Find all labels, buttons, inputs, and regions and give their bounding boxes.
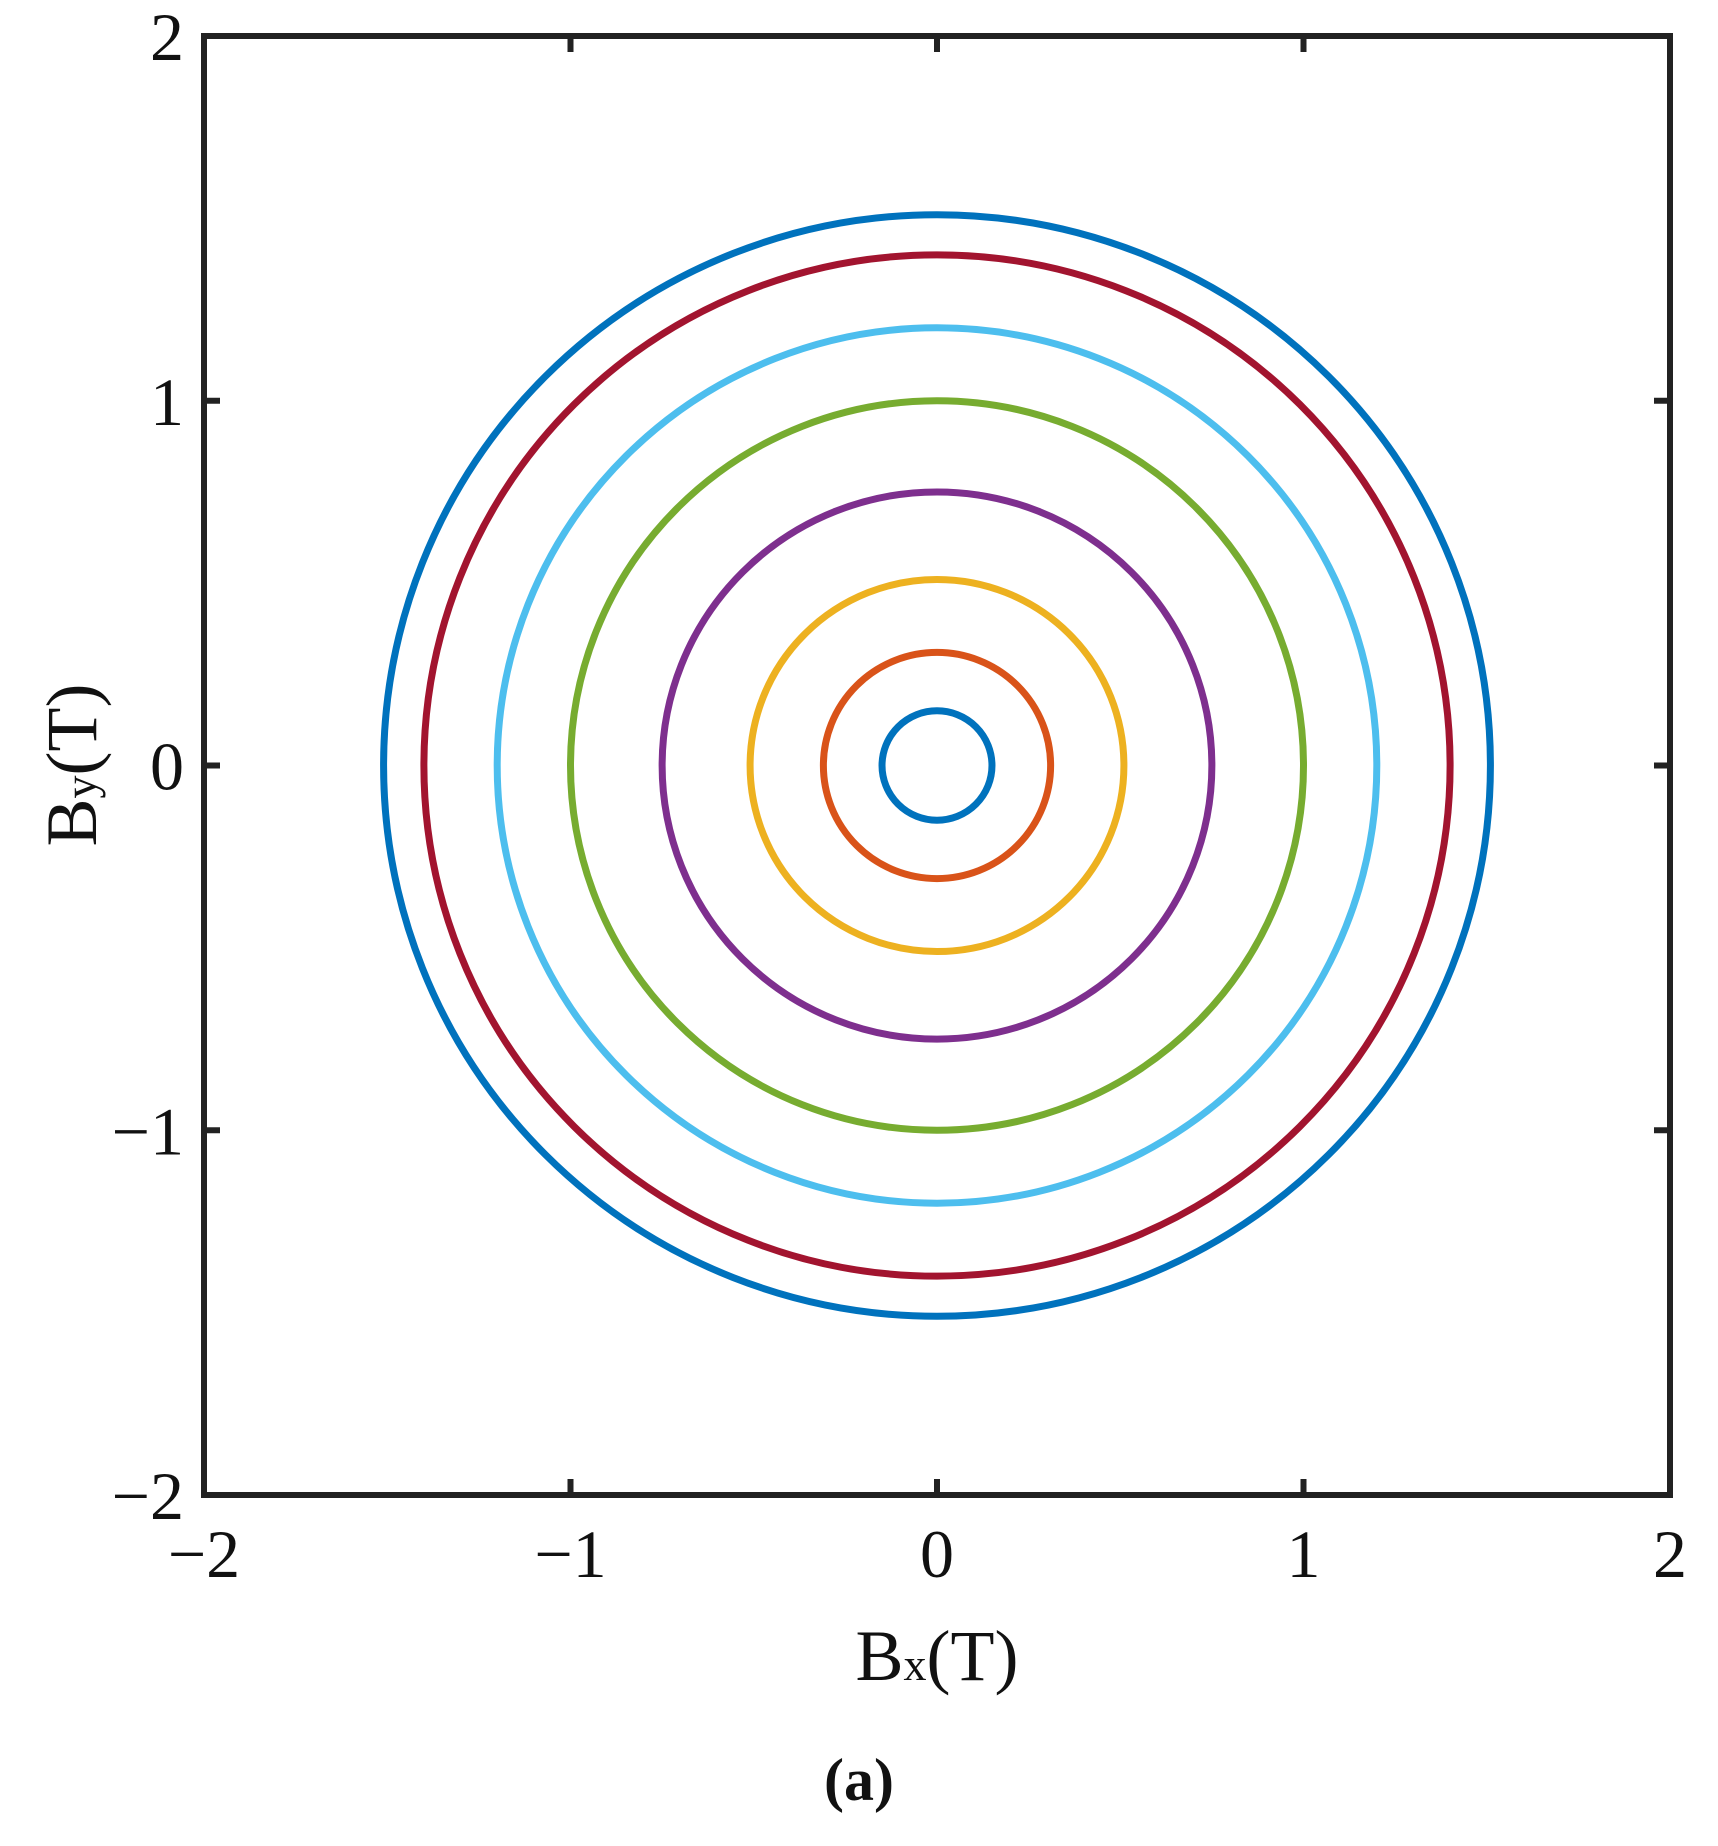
y-tick-label: −2 xyxy=(112,1458,184,1534)
figure-caption: (a) xyxy=(824,1747,894,1813)
y-axis-label-main: B xyxy=(32,798,112,846)
x-tick-label: 1 xyxy=(1287,1516,1321,1592)
plot-frame xyxy=(201,33,1673,1498)
x-axis-label: Bx(T) xyxy=(856,1616,1019,1696)
series-circle-5 xyxy=(567,397,1307,1134)
series-circle-8 xyxy=(380,211,1494,1320)
y-tick-label: −1 xyxy=(112,1093,184,1169)
series-circle-4 xyxy=(658,488,1216,1043)
series-circle-2 xyxy=(819,648,1055,883)
x-axis-label-main: B xyxy=(856,1616,904,1696)
x-tick-label: 2 xyxy=(1653,1516,1687,1592)
y-axis-label-unit: (T) xyxy=(32,684,112,776)
series-layer xyxy=(380,211,1494,1320)
y-axis-label: By(T) xyxy=(32,684,112,847)
series-circle-3 xyxy=(746,575,1128,956)
x-axis-label-unit: (T) xyxy=(927,1616,1019,1696)
series-circle-1 xyxy=(878,707,996,824)
plot-area-background xyxy=(204,36,1670,1495)
x-tick-labels: −2 −1 0 1 2 xyxy=(168,1516,1687,1592)
x-tick-label: −2 xyxy=(168,1516,240,1592)
y-axis-label-sub: y xyxy=(55,775,106,798)
y-tick-label: 2 xyxy=(150,0,184,75)
series-circle-6 xyxy=(493,324,1381,1207)
y-tick-labels: −2 −1 0 1 2 xyxy=(112,0,184,1534)
x-axis-label-sub: x xyxy=(904,1639,927,1690)
x-tick-label: 0 xyxy=(920,1516,954,1592)
y-tick-label: 1 xyxy=(150,364,184,440)
x-tick-label: −1 xyxy=(534,1516,606,1592)
series-circle-7 xyxy=(420,251,1454,1280)
y-tick-label: 0 xyxy=(150,729,184,805)
